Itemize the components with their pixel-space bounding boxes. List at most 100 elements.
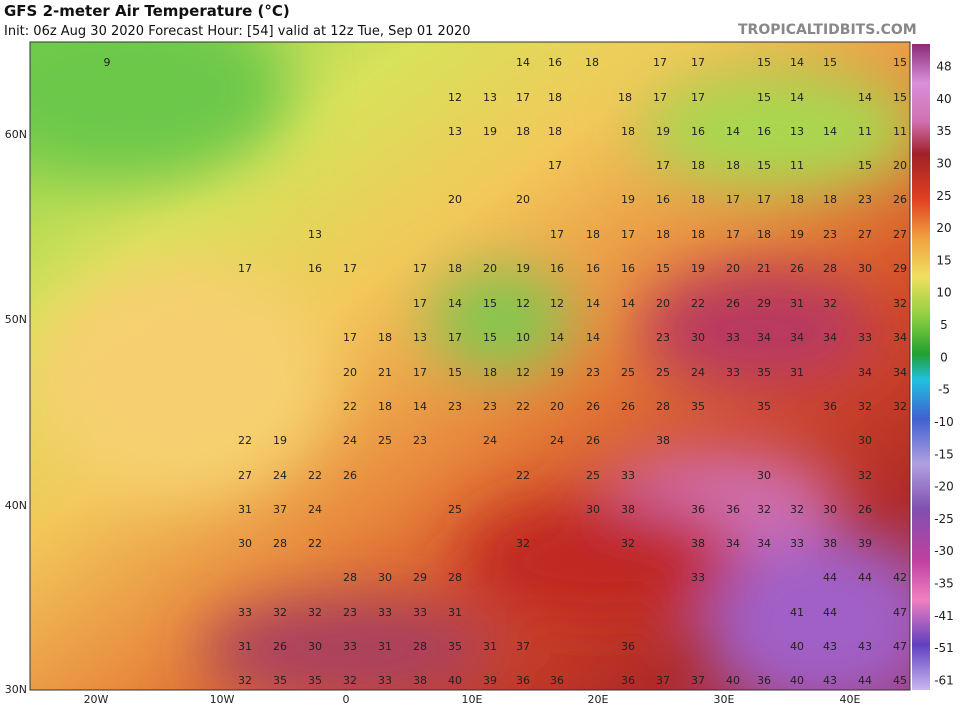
temperature-label: 14 <box>858 91 872 104</box>
temperature-label: 30 <box>858 434 872 447</box>
temperature-label: 32 <box>621 537 635 550</box>
temperature-label: 30 <box>757 469 771 482</box>
temperature-label: 17 <box>691 91 705 104</box>
temperature-label: 11 <box>893 125 907 138</box>
temperature-label: 37 <box>273 503 287 516</box>
temperature-label: 18 <box>548 125 562 138</box>
temperature-label: 23 <box>343 606 357 619</box>
temperature-label: 16 <box>691 125 705 138</box>
temperature-label: 24 <box>550 434 564 447</box>
temperature-label: 23 <box>413 434 427 447</box>
temperature-label: 15 <box>448 366 462 379</box>
colorbar-label: 20 <box>936 221 951 235</box>
colorbar-label: 40 <box>936 92 951 106</box>
temperature-label: 36 <box>691 503 705 516</box>
temperature-label: 18 <box>691 193 705 206</box>
colorbar-label: -20 <box>934 480 954 494</box>
temperature-label: 17 <box>516 91 530 104</box>
temperature-label: 17 <box>757 193 771 206</box>
temperature-label: 34 <box>893 331 907 344</box>
temperature-label: 28 <box>413 640 427 653</box>
temperature-label: 18 <box>378 400 392 413</box>
temperature-label: 12 <box>516 297 530 310</box>
temperature-label: 43 <box>823 640 837 653</box>
temperature-label: 32 <box>757 503 771 516</box>
temperature-label: 33 <box>378 674 392 687</box>
temperature-label: 15 <box>858 159 872 172</box>
temperature-label: 21 <box>757 262 771 275</box>
temperature-label: 19 <box>550 366 564 379</box>
temperature-label: 16 <box>308 262 322 275</box>
temperature-label: 33 <box>238 606 252 619</box>
temperature-label: 33 <box>858 331 872 344</box>
temperature-label: 14 <box>413 400 427 413</box>
temperature-label: 19 <box>483 125 497 138</box>
temperature-label: 22 <box>238 434 252 447</box>
temperature-label: 41 <box>790 606 804 619</box>
lon-label: 10E <box>462 693 483 706</box>
temperature-label: 37 <box>516 640 530 653</box>
colorbar-label: 10 <box>936 286 951 300</box>
temperature-label: 17 <box>413 262 427 275</box>
temperature-label: 29 <box>757 297 771 310</box>
temperature-label: 14 <box>790 91 804 104</box>
temperature-label: 14 <box>823 125 837 138</box>
temperature-label: 33 <box>726 331 740 344</box>
temperature-label: 18 <box>516 125 530 138</box>
temperature-label: 33 <box>378 606 392 619</box>
temperature-label: 31 <box>790 366 804 379</box>
temperature-label: 44 <box>858 571 872 584</box>
temperature-label: 18 <box>378 331 392 344</box>
temperature-label: 40 <box>726 674 740 687</box>
temperature-label: 40 <box>790 640 804 653</box>
temperature-label: 14 <box>550 331 564 344</box>
temperature-label: 14 <box>586 331 600 344</box>
temperature-label: 20 <box>726 262 740 275</box>
temperature-label: 36 <box>516 674 530 687</box>
temperature-label: 13 <box>413 331 427 344</box>
temperature-label: 13 <box>448 125 462 138</box>
temperature-label: 18 <box>726 159 740 172</box>
temperature-label: 27 <box>893 228 907 241</box>
temperature-label: 14 <box>448 297 462 310</box>
temperature-label: 32 <box>516 537 530 550</box>
temperature-label: 20 <box>343 366 357 379</box>
temperature-label: 14 <box>790 56 804 69</box>
temperature-label: 38 <box>656 434 670 447</box>
lon-label: 20W <box>84 693 109 706</box>
temperature-label: 38 <box>691 537 705 550</box>
temperature-label: 17 <box>448 331 462 344</box>
temperature-label: 23 <box>586 366 600 379</box>
temperature-label: 17 <box>726 193 740 206</box>
colorbar-label: -25 <box>934 512 954 526</box>
temperature-label: 22 <box>516 469 530 482</box>
temperature-label: 44 <box>823 571 837 584</box>
temperature-label: 26 <box>343 469 357 482</box>
temperature-label: 17 <box>691 56 705 69</box>
lon-label: 30E <box>714 693 735 706</box>
temperature-label: 18 <box>757 228 771 241</box>
temperature-label: 25 <box>586 469 600 482</box>
temperature-label: 17 <box>653 56 667 69</box>
colorbar-label: 48 <box>936 60 951 74</box>
temperature-label: 20 <box>550 400 564 413</box>
lon-label: 40E <box>840 693 861 706</box>
temperature-label: 34 <box>858 366 872 379</box>
lat-label: 40N <box>5 499 27 512</box>
temperature-label: 30 <box>238 537 252 550</box>
temperature-label: 25 <box>378 434 392 447</box>
temperature-label: 11 <box>790 159 804 172</box>
temperature-label: 36 <box>621 640 635 653</box>
temperature-label: 32 <box>343 674 357 687</box>
temperature-label: 38 <box>621 503 635 516</box>
brand: TROPICALTIDBITS.COM <box>738 22 917 38</box>
temperature-label: 26 <box>893 193 907 206</box>
temperature-label: 34 <box>790 331 804 344</box>
temperature-label: 18 <box>691 228 705 241</box>
temperature-label: 40 <box>448 674 462 687</box>
temperature-label: 28 <box>273 537 287 550</box>
temperature-label: 34 <box>757 537 771 550</box>
lon-label: 10W <box>210 693 235 706</box>
